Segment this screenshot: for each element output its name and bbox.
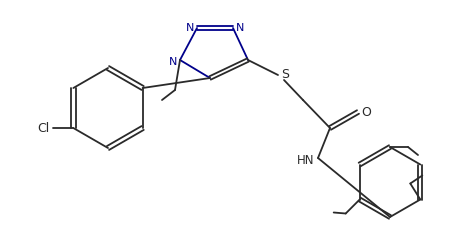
Text: Cl: Cl [37,122,50,135]
Text: N: N [236,23,244,33]
Text: N: N [169,57,177,67]
Text: N: N [186,23,194,33]
Text: HN: HN [297,155,315,168]
Text: O: O [361,106,371,119]
Text: S: S [281,69,289,82]
